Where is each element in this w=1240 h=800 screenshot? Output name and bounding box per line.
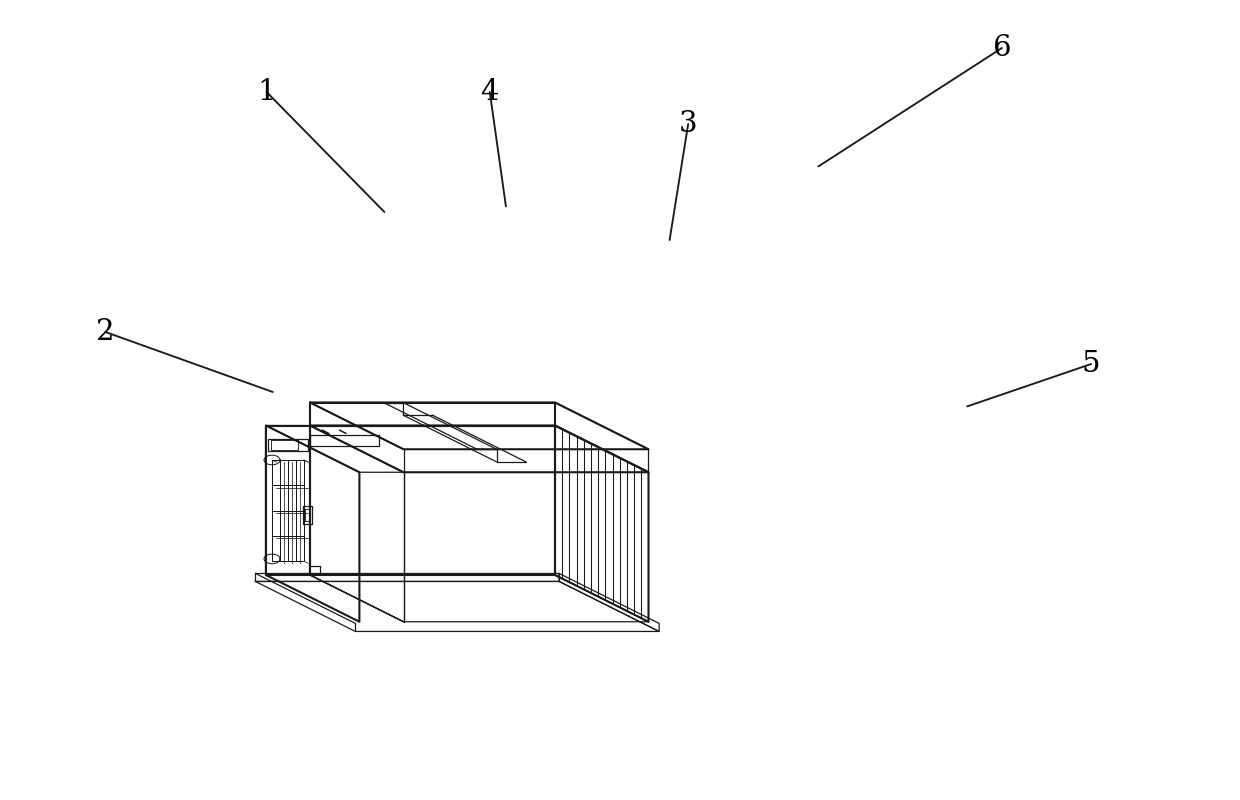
Text: 6: 6 [992, 34, 1012, 62]
Text: 4: 4 [481, 78, 498, 106]
Text: 3: 3 [678, 110, 698, 138]
Text: 1: 1 [258, 78, 275, 106]
Text: 5: 5 [1083, 350, 1100, 378]
Text: 2: 2 [97, 318, 114, 346]
